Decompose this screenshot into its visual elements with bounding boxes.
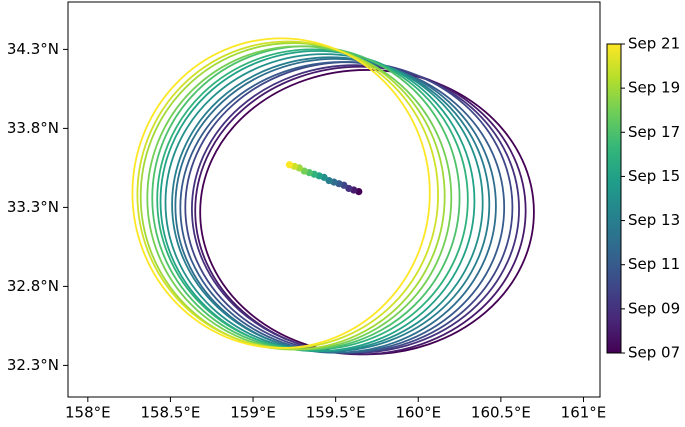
colorbar-tick-label: Sep 07 — [628, 344, 680, 362]
x-tick-label: 159°E — [230, 404, 276, 422]
x-tick-label: 159.5°E — [306, 404, 366, 422]
colorbar-tick-label: Sep 21 — [628, 35, 680, 53]
uncertainty-ellipse — [131, 37, 431, 349]
x-tick-label: 158.5°E — [140, 404, 200, 422]
uncertainty-ellipse — [179, 61, 506, 354]
y-tick-label: 33.3°N — [7, 198, 59, 216]
uncertainty-ellipse — [159, 50, 476, 353]
x-tick-label: 160.5°E — [471, 404, 531, 422]
x-tick-label: 161°E — [561, 404, 607, 422]
x-tick-label: 158°E — [65, 404, 111, 422]
y-tick-label: 32.3°N — [7, 356, 59, 374]
y-tick-label: 34.3°N — [7, 40, 59, 58]
colorbar-tick-label: Sep 17 — [628, 123, 680, 141]
track-point — [285, 161, 293, 169]
uncertainty-ellipse — [199, 69, 535, 356]
colorbar-tick-label: Sep 19 — [628, 79, 680, 97]
uncertainty-ellipse — [184, 61, 514, 354]
plot-area — [131, 37, 535, 356]
uncertainty-ellipse — [194, 65, 527, 356]
uncertainty-ellipse — [139, 42, 446, 351]
uncertainty-ellipse — [164, 53, 484, 353]
colorbar-tick-label: Sep 09 — [628, 299, 680, 317]
uncertainty-ellipse — [151, 45, 461, 351]
x-tick-label: 160°E — [395, 404, 441, 422]
colorbar-tick-label: Sep 11 — [628, 255, 680, 273]
y-tick-label: 33.8°N — [7, 119, 59, 137]
plot-frame — [67, 1, 601, 398]
colorbar-tick-label: Sep 13 — [628, 211, 680, 229]
uncertainty-ellipse — [174, 57, 497, 354]
colorbar — [606, 43, 622, 354]
colorbar-tick-label: Sep 15 — [628, 167, 680, 185]
y-tick-label: 32.8°N — [7, 277, 59, 295]
